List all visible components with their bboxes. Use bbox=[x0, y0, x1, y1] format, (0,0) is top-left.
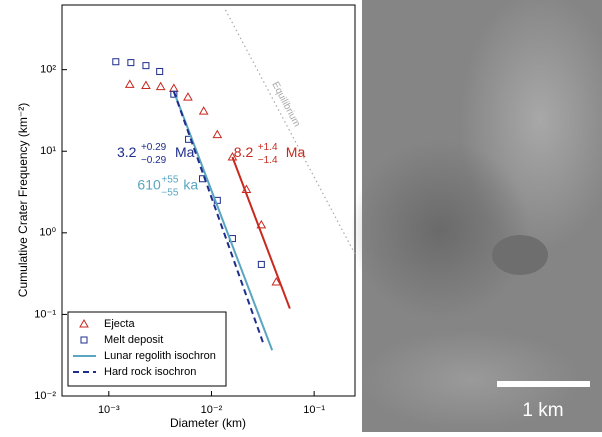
scale-label: 1 km bbox=[522, 400, 563, 421]
lunar-image: 1 km bbox=[350, 0, 602, 432]
triangle-marker bbox=[184, 93, 192, 100]
y-axis-label: Cumulative Crater Frequency (km⁻²) bbox=[16, 103, 30, 297]
legend-label: Lunar regolith isochron bbox=[104, 350, 216, 362]
triangle-marker bbox=[142, 81, 150, 88]
square-marker bbox=[157, 68, 163, 74]
age-plus: +55 bbox=[161, 174, 178, 185]
reference-label: Equilibrium bbox=[269, 80, 302, 129]
age-minus: −55 bbox=[161, 187, 178, 198]
y-tick-label: 10¹ bbox=[40, 145, 56, 157]
age-unit: Ma bbox=[286, 144, 306, 160]
age-unit: Ma bbox=[175, 144, 195, 160]
age-plus: +0.29 bbox=[141, 142, 167, 153]
legend-label: Hard rock isochron bbox=[104, 366, 196, 378]
reference-line bbox=[232, 157, 289, 309]
x-tick-label: 10⁻³ bbox=[98, 404, 120, 416]
scale-bar bbox=[497, 381, 590, 387]
x-axis-label: Diameter (km) bbox=[170, 416, 246, 430]
legend-label: Ejecta bbox=[104, 318, 135, 330]
figure: 1 km Diameter (km) Cumulative Crater Fre… bbox=[0, 0, 602, 432]
age-label: 610+55 −55 ka bbox=[137, 174, 198, 198]
square-marker bbox=[128, 60, 134, 66]
triangle-marker bbox=[126, 80, 134, 87]
x-tick-label: 10⁻¹ bbox=[303, 404, 325, 416]
image-region bbox=[492, 235, 548, 275]
triangle-marker bbox=[213, 131, 221, 138]
triangle-marker bbox=[157, 83, 165, 90]
age-value: 3.2 bbox=[117, 144, 137, 160]
age-unit: ka bbox=[183, 176, 198, 192]
square-marker bbox=[113, 59, 119, 65]
age-label: 8.2 +1.4 −1.4 Ma bbox=[234, 142, 306, 166]
y-tick-label: 10⁰ bbox=[39, 227, 56, 239]
legend: Ejecta Melt deposit Lunar regolith isochro… bbox=[68, 312, 226, 386]
y-tick-label: 10⁻² bbox=[34, 390, 56, 402]
age-label: 3.2 +0.29 −0.29 Ma bbox=[117, 142, 195, 166]
age-value: 610 bbox=[137, 176, 161, 192]
image-region bbox=[350, 140, 530, 320]
x-tick-label: 10⁻² bbox=[201, 404, 223, 416]
reference-line bbox=[226, 10, 355, 254]
age-plus: +1.4 bbox=[258, 142, 278, 153]
triangle-marker bbox=[170, 84, 178, 91]
y-tick-label: 10² bbox=[40, 64, 56, 76]
age-value: 8.2 bbox=[234, 144, 254, 160]
age-minus: −0.29 bbox=[141, 155, 167, 166]
square-marker bbox=[143, 63, 149, 69]
isochron-line bbox=[174, 91, 263, 343]
legend-label: Melt deposit bbox=[104, 334, 163, 346]
square-marker bbox=[258, 261, 264, 267]
triangle-marker bbox=[200, 107, 208, 114]
y-tick-label: 10⁻¹ bbox=[34, 308, 56, 320]
age-minus: −1.4 bbox=[258, 155, 278, 166]
